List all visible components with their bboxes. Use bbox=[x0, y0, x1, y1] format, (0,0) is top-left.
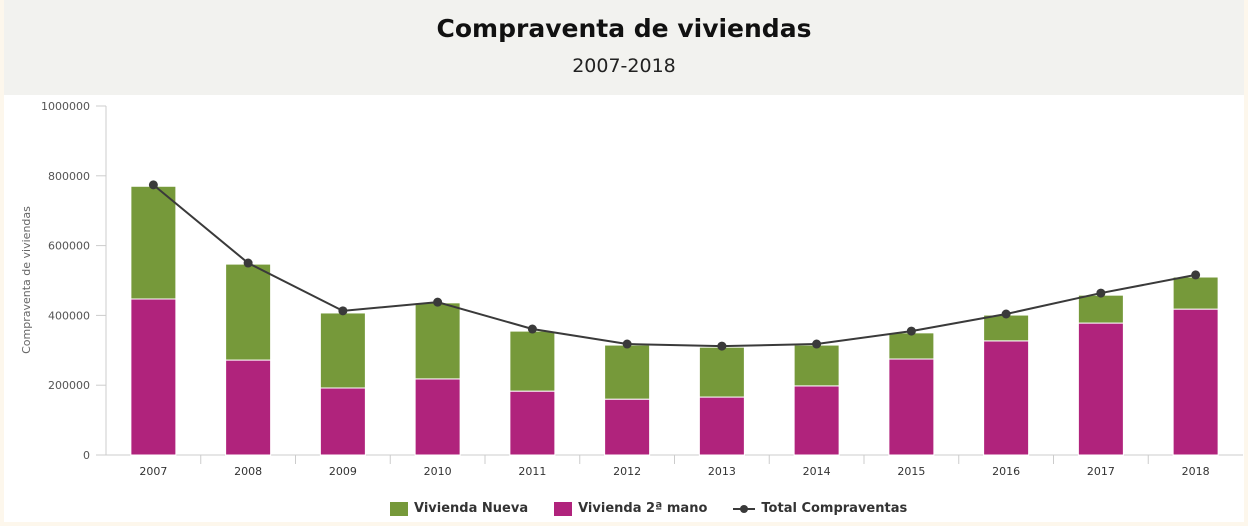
bar-nueva-2015 bbox=[888, 332, 935, 360]
total-point-2013 bbox=[717, 341, 727, 351]
bar-segunda-mano-2013 bbox=[698, 396, 745, 456]
x-tick-label: 2013 bbox=[708, 465, 736, 478]
bar-segunda-mano-2009 bbox=[319, 387, 366, 456]
y-tick-label: 0 bbox=[83, 449, 90, 462]
x-tick-label: 2017 bbox=[1087, 465, 1115, 478]
x-tick-label: 2012 bbox=[613, 465, 641, 478]
bar-segunda-mano-2008 bbox=[225, 359, 272, 456]
x-tick-label: 2014 bbox=[803, 465, 831, 478]
y-tick-label: 200000 bbox=[48, 379, 90, 392]
chart-title: Compraventa de viviendas bbox=[436, 14, 812, 43]
bar-segunda-mano-2012 bbox=[604, 398, 651, 456]
legend-label-total: Total Compraventas bbox=[761, 501, 908, 516]
bar-nueva-2010 bbox=[414, 302, 461, 380]
bar-segunda-mano-2011 bbox=[509, 390, 556, 456]
bar-nueva-2009 bbox=[319, 312, 366, 389]
total-point-2014 bbox=[812, 339, 822, 349]
legend-item-segunda-mano: Vivienda 2ª mano bbox=[554, 501, 707, 516]
bar-nueva-2011 bbox=[509, 330, 556, 392]
x-tick-label: 2011 bbox=[518, 465, 546, 478]
x-tick-label: 2009 bbox=[329, 465, 357, 478]
y-axis-label: Compraventa de viviendas bbox=[20, 206, 33, 354]
y-tick-label: 600000 bbox=[48, 240, 90, 253]
bar-segunda-mano-2007 bbox=[130, 298, 177, 456]
x-tick-label: 2016 bbox=[992, 465, 1020, 478]
total-point-2016 bbox=[1001, 309, 1011, 319]
legend-swatch-segunda-mano bbox=[554, 501, 573, 516]
total-line bbox=[152, 184, 1196, 348]
total-point-2015 bbox=[906, 326, 916, 336]
total-point-2007 bbox=[148, 180, 158, 190]
bar-segunda-mano-2017 bbox=[1077, 322, 1124, 456]
legend-item-nueva: Vivienda Nueva bbox=[390, 501, 528, 516]
legend: Vivienda Nueva Vivienda 2ª mano Total Co… bbox=[390, 501, 907, 516]
bar-nueva-2016 bbox=[983, 314, 1030, 342]
legend-label-nueva: Vivienda Nueva bbox=[414, 501, 529, 516]
total-point-2011 bbox=[527, 324, 537, 334]
total-point-2018 bbox=[1191, 270, 1201, 280]
bar-nueva-2008 bbox=[225, 263, 272, 361]
total-point-2017 bbox=[1096, 288, 1106, 298]
bar-nueva-2007 bbox=[130, 185, 177, 300]
total-point-2010 bbox=[433, 297, 443, 307]
chart-header: Compraventa de viviendas 2007-2018 bbox=[4, 0, 1244, 95]
bar-segunda-mano-2014 bbox=[793, 385, 840, 456]
bar-nueva-2012 bbox=[604, 344, 651, 400]
x-tick-label: 2015 bbox=[897, 465, 925, 478]
y-tick-label: 800000 bbox=[48, 170, 90, 183]
legend-label-segunda-mano: Vivienda 2ª mano bbox=[578, 501, 708, 516]
x-tick-label: 2010 bbox=[424, 465, 452, 478]
bar-segunda-mano-2018 bbox=[1172, 308, 1219, 456]
total-point-2008 bbox=[243, 258, 253, 268]
total-point-2012 bbox=[622, 339, 632, 349]
y-tick-label: 1000000 bbox=[41, 100, 90, 113]
bar-segunda-mano-2015 bbox=[888, 358, 935, 456]
bar-segunda-mano-2010 bbox=[414, 378, 461, 456]
bar-segunda-mano-2016 bbox=[983, 340, 1030, 456]
x-tick-label: 2008 bbox=[234, 465, 262, 478]
legend-swatch-nueva bbox=[390, 501, 408, 516]
chart-subtitle: 2007-2018 bbox=[572, 55, 676, 77]
x-tick-label: 2018 bbox=[1182, 465, 1210, 478]
total-point-2009 bbox=[338, 306, 348, 316]
bar-nueva-2013 bbox=[698, 346, 745, 398]
bar-nueva-2014 bbox=[793, 344, 840, 387]
legend-line-marker-icon bbox=[733, 504, 756, 513]
legend-item-total: Total Compraventas bbox=[733, 501, 907, 516]
y-tick-label: 400000 bbox=[48, 309, 90, 322]
x-tick-label: 2007 bbox=[139, 465, 167, 478]
bar-nueva-2018 bbox=[1172, 276, 1219, 310]
bar-nueva-2017 bbox=[1077, 294, 1124, 324]
